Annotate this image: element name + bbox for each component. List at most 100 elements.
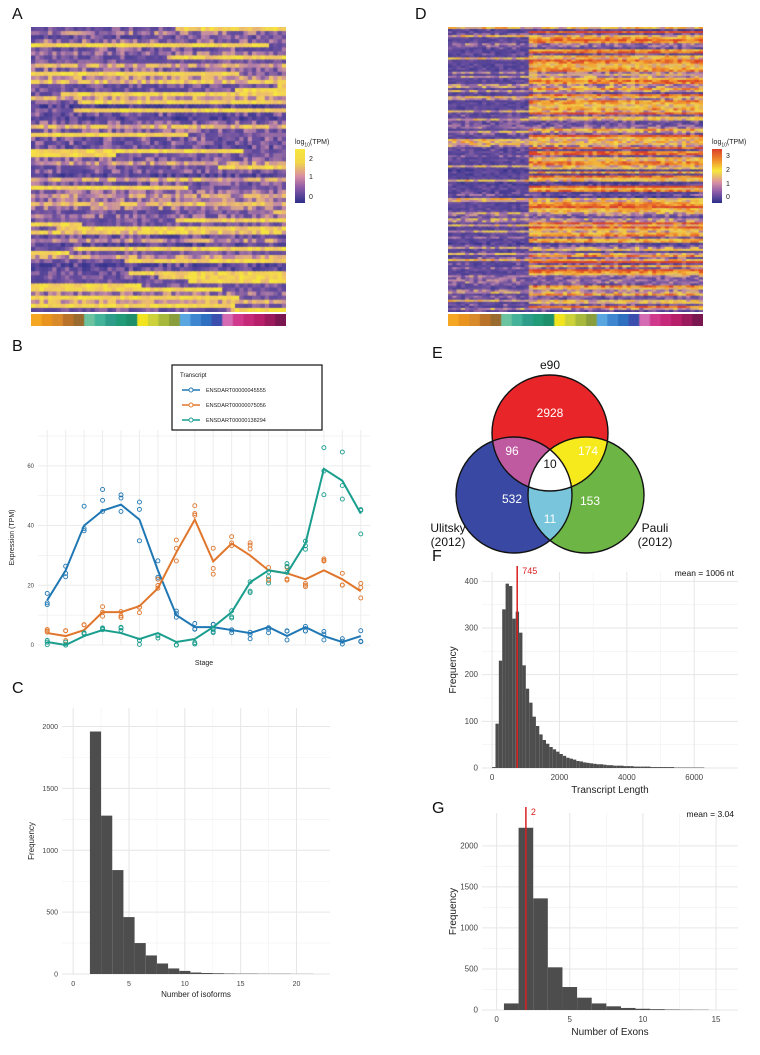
histogram-bar-f [502, 609, 506, 768]
histogram-bar-f [616, 765, 621, 768]
histogram-bar-f [583, 762, 587, 768]
data-point-b [229, 627, 235, 633]
y-tick-label-b: 40 [27, 524, 34, 530]
y-tick-label-g: 2000 [460, 841, 478, 850]
venn-outline [527, 436, 645, 554]
x-tick-label-g: 15 [712, 1015, 721, 1024]
histogram-bar-g [577, 997, 592, 1010]
data-point-b [358, 638, 364, 644]
histogram-bar-f [505, 583, 509, 768]
histogram-f: 0 2000 4000 6000 0 100 200 300 400 Transcript Len… [448, 566, 738, 796]
histogram-bar-f [495, 723, 499, 768]
venn-count-ulitsky-pauli: 11 [544, 512, 557, 526]
data-point-b [284, 561, 290, 567]
data-point-b [192, 640, 198, 645]
x-tick-label-c: 15 [237, 981, 245, 988]
data-point-b [229, 543, 235, 549]
data-point-b [229, 630, 235, 636]
data-point-b [155, 583, 161, 588]
data-point-b [339, 449, 345, 455]
histogram-bar-f [626, 766, 631, 768]
histogram-bar-f [623, 766, 627, 768]
histogram-bar-f [542, 740, 546, 768]
data-point-b [44, 639, 50, 645]
data-point-b [81, 503, 87, 509]
data-point-b [210, 627, 216, 633]
histogram-bar-c [156, 963, 169, 974]
histogram-bar-f [535, 726, 540, 768]
histogram-bar-f [613, 765, 617, 768]
data-point-b [321, 631, 327, 637]
histogram-bar-f [512, 618, 516, 768]
histogram-bar-f [630, 766, 634, 768]
legend-gradient-d [712, 149, 722, 203]
histogram-bar-f [633, 766, 637, 768]
data-point-b [100, 497, 106, 503]
y-tick-label-f: 300 [465, 624, 479, 633]
y-tick-label-f: 200 [465, 670, 479, 679]
x-tick-label-g: 5 [568, 1015, 573, 1024]
venn-count-e90-ulitsky: 96 [505, 444, 519, 458]
plot-area-b [38, 430, 370, 645]
data-point-b [247, 540, 253, 546]
data-point-b [210, 571, 216, 577]
venn-set-label-ulitsky-year: (2012) [431, 535, 466, 549]
data-point-b [210, 566, 216, 571]
data-point-b [118, 492, 124, 498]
data-point-b [284, 628, 290, 634]
data-point-b [155, 635, 161, 641]
data-point-b [63, 628, 69, 634]
data-point-b [155, 576, 161, 582]
histogram-bar-f [589, 763, 594, 768]
data-point-b [63, 570, 69, 576]
y-tick-label-b: 20 [27, 583, 34, 589]
data-point-b [192, 511, 198, 516]
histogram-bar-f [572, 759, 577, 768]
histogram-bar-f [492, 767, 496, 768]
x-axis-title-b: Stage [195, 660, 213, 667]
data-point-b [210, 545, 216, 551]
histogram-bar-f [549, 747, 553, 768]
histogram-bar-f [519, 632, 523, 768]
data-point-b [192, 626, 198, 632]
histogram-bar-c [89, 731, 102, 974]
data-point-b [247, 590, 253, 596]
x-tick-label-f: 6000 [685, 773, 703, 782]
data-point-b [284, 637, 290, 643]
mean-label-f: mean = 1006 nt [675, 568, 735, 578]
legend-tick-a-1: 1 [309, 174, 313, 181]
histogram-bar-f [529, 702, 533, 768]
legend-tick-a-0: 0 [309, 194, 313, 201]
data-point-b [44, 600, 50, 606]
histogram-bar-g [620, 1007, 636, 1010]
legend-entry-b: ENSDART00000045555 [206, 388, 266, 394]
data-point-b [155, 558, 161, 564]
panel-label-d: D [415, 6, 427, 23]
histogram-bar-c [123, 917, 135, 974]
data-point-b [302, 538, 308, 544]
line-chart-b: 0 20 40 60 Stage Expression (TPM) Transcript EN… [9, 364, 370, 667]
data-point-b [247, 542, 253, 548]
histogram-bar-g [635, 1008, 651, 1010]
data-point-b [247, 632, 253, 637]
histogram-bar-f [640, 766, 644, 768]
panel-label-g: G [432, 800, 445, 817]
data-point-b [155, 585, 161, 591]
legend-tick-d-2: 2 [726, 167, 730, 174]
data-point-b [100, 487, 106, 492]
histogram-bar-f [667, 767, 671, 768]
data-point-b [302, 584, 308, 590]
data-point-b [192, 512, 198, 518]
histogram-bar-f [620, 765, 624, 768]
histogram-bar-c [145, 955, 157, 974]
data-point-b [173, 608, 179, 614]
histogram-bar-c [212, 973, 224, 974]
x-axis-title-f: Transcript Length [571, 785, 648, 796]
histogram-bar-f [586, 762, 590, 768]
histogram-bar-f [603, 764, 607, 768]
y-tick-label-b: 60 [27, 464, 34, 470]
data-point-b [81, 622, 87, 628]
data-point-b [81, 630, 87, 636]
median-label-g: 2 [531, 807, 536, 817]
data-point-b [63, 639, 69, 645]
